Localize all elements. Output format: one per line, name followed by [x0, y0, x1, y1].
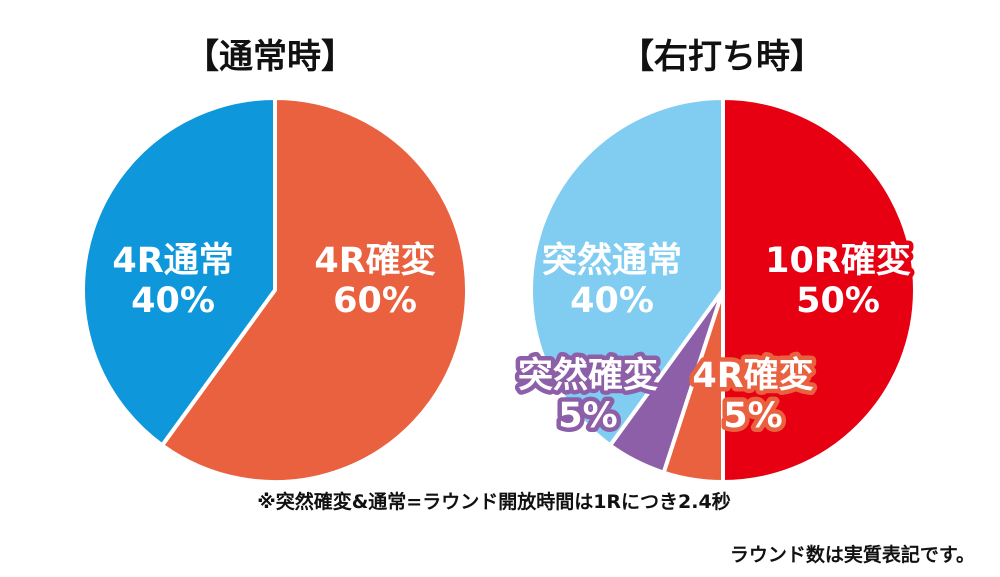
left-pie	[81, 96, 469, 484]
right-slice-label-4r-kakuhen: 4R確変 5%	[688, 351, 818, 441]
right-slice-label-totsuzen-kakuhen: 突然確変 5%	[513, 351, 662, 441]
pie-slice-1	[721, 96, 917, 484]
round-note: ラウンド数は実質表記です。	[730, 543, 975, 566]
footnote: ※突然確変&通常=ラウンド開放時間は1Rにつき2.4秒	[257, 490, 730, 513]
right-pie	[529, 96, 917, 484]
right-slice-value: 5%	[558, 396, 617, 436]
right-chart-title: 【右打ち時】	[620, 37, 824, 77]
right-slice-label-totsuzen-tsujo: 突然通常 40%	[542, 240, 682, 321]
right-slice-value: 40%	[570, 281, 654, 321]
left-slice-label-4r-kakuhen: 4R確変 60%	[314, 240, 435, 321]
pie-slice-2	[81, 96, 277, 448]
right-slice-label: 10R確変	[765, 240, 911, 281]
pie-slice-1	[160, 96, 469, 484]
right-slice-label: 突然確変	[518, 355, 658, 396]
pie-slice-4	[529, 96, 725, 448]
right-slice-label: 4R確変	[692, 355, 813, 396]
right-slice-value: 50%	[796, 281, 880, 321]
right-slice-value: 5%	[723, 396, 782, 436]
left-slice-value: 40%	[131, 281, 215, 321]
left-slice-label: 4R通常	[112, 241, 233, 281]
left-slice-label-4r-tsujo: 4R通常 40%	[112, 241, 233, 321]
left-chart-title: 【通常時】	[185, 37, 355, 77]
right-slice-label-10r-kakuhen: 10R確変 50%	[761, 236, 916, 326]
left-slice-label: 4R確変	[314, 240, 435, 281]
left-slice-value: 60%	[333, 281, 417, 321]
right-slice-label: 突然通常	[542, 240, 682, 281]
